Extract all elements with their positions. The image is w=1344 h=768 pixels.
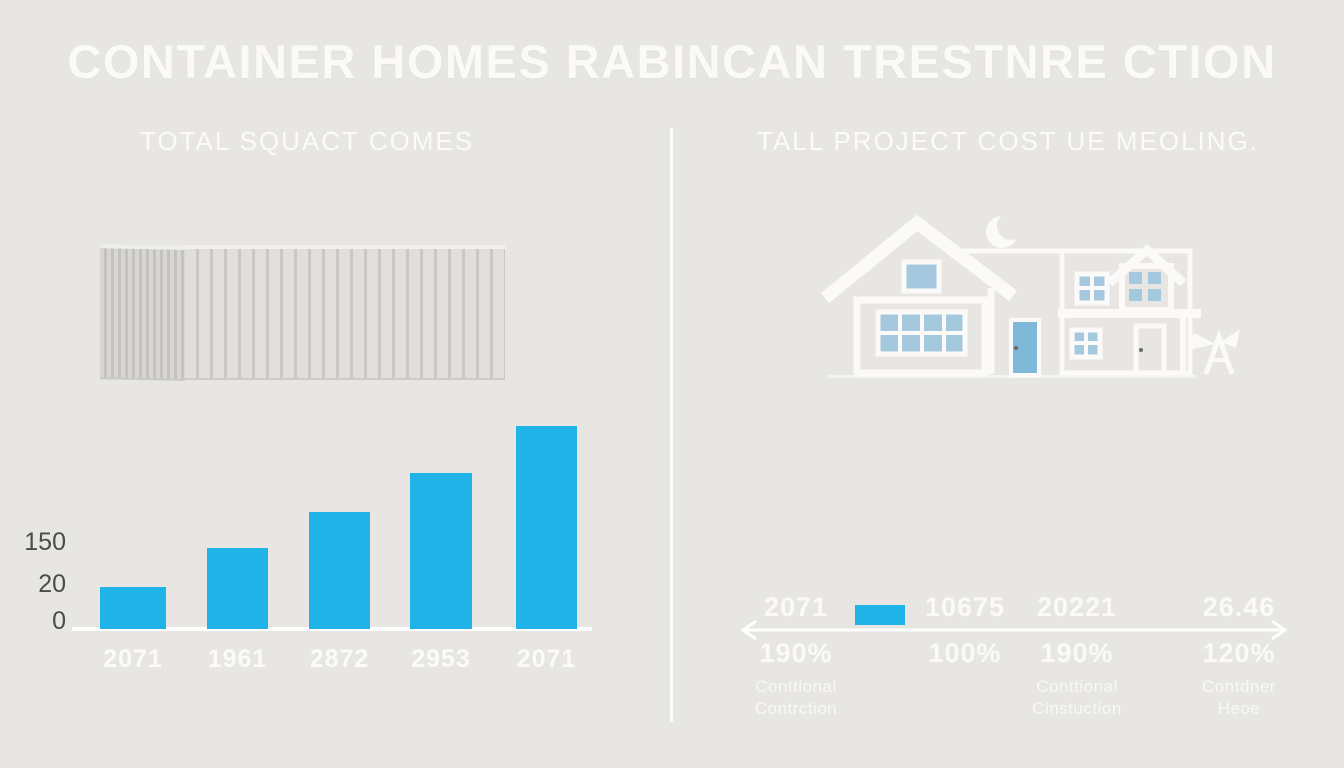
gable-window	[901, 259, 942, 294]
timeline-value: 26.46	[1202, 592, 1276, 622]
timeline-marker-bar	[855, 605, 905, 625]
timeline-label: Contdner Heoe	[1202, 677, 1276, 718]
white-door	[1133, 323, 1167, 376]
y-axis-tick-150: 150	[24, 528, 66, 556]
houses-illustration	[820, 212, 1240, 378]
timeline-percent: 120%	[1202, 638, 1276, 668]
lower-window-mullions	[1072, 330, 1100, 357]
bar-group: 2071	[100, 400, 166, 710]
bar-label: 2953	[411, 645, 471, 673]
shipping-container-illustration	[100, 244, 505, 381]
white-door-knob	[1139, 348, 1143, 352]
timeline-label: Conttional Cinstuction	[1032, 677, 1122, 718]
dormer-body	[1119, 263, 1174, 313]
upper-window-mullions	[1077, 274, 1107, 303]
page-title: CONTAINER HOMES RABINCAN TRESTNRE CTION	[67, 35, 1277, 88]
dormer-window-1	[1129, 272, 1142, 284]
timeline-percent: 190%	[1040, 638, 1114, 668]
timeline-percent: 100%	[928, 638, 1002, 668]
double-arrow-axis	[740, 619, 1288, 641]
right-house	[1058, 243, 1201, 376]
bar-group: 2953	[410, 400, 472, 710]
bar	[410, 473, 472, 629]
bar	[100, 587, 166, 629]
cost-timeline: 2071 190% Conttional Contrction 10675 10…	[672, 560, 1344, 760]
timeline-label: Conttional Contrction	[754, 677, 838, 718]
bar	[207, 548, 268, 629]
timeline-percent: 190%	[759, 638, 833, 668]
bar-label: 1961	[207, 645, 268, 673]
timeline-value: 2071	[763, 592, 829, 622]
dormer-window-3	[1129, 289, 1142, 301]
bar	[309, 512, 370, 629]
timeline-value: 20221	[1036, 592, 1118, 622]
bar-group: 2872	[309, 400, 370, 710]
dormer-window-4	[1148, 289, 1161, 301]
left-house-roof	[820, 214, 1018, 304]
bar	[516, 426, 577, 629]
left-subtitle: TOTAL SQUACT COMES	[139, 126, 475, 156]
right-subtitle: TALL PROJECT COST UE MEOLING.	[756, 126, 1260, 156]
floor-band	[1058, 309, 1201, 318]
window-grid-mullions	[878, 312, 965, 354]
bar-label: 2071	[516, 645, 577, 673]
moon-icon	[986, 212, 1025, 248]
left-house	[820, 214, 1041, 377]
x-axis-line	[72, 627, 592, 631]
container-corrugated-body	[185, 245, 505, 380]
bar-chart: 150 20 0 2071 1961 2872 2953 207	[0, 400, 672, 710]
door-knob	[1014, 346, 1018, 350]
bar-group: 2071	[516, 400, 577, 710]
bar-label: 2872	[309, 645, 370, 673]
section-divider	[670, 128, 673, 722]
dormer-window-2	[1148, 272, 1161, 284]
left-house-body	[853, 296, 989, 377]
container-end-face	[100, 244, 185, 381]
bar-label: 2071	[103, 645, 163, 673]
y-axis-tick-20: 20	[38, 570, 66, 598]
y-axis-tick-0: 0	[52, 607, 66, 635]
bird-icon	[1189, 329, 1240, 375]
timeline-value: 10675	[924, 592, 1006, 622]
bar-group: 1961	[207, 400, 268, 710]
